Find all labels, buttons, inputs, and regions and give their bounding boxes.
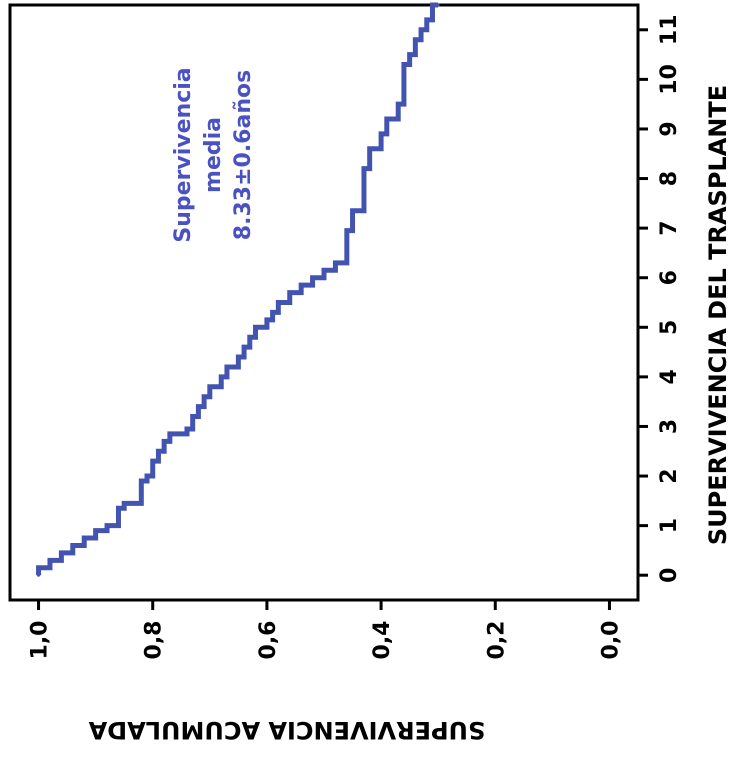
curve-point-32: [322, 276, 326, 280]
x-tick-label-6: 6: [657, 270, 682, 285]
curve-point-20: [219, 385, 223, 389]
curve-point-46: [430, 18, 434, 22]
curve-point-15: [185, 432, 189, 436]
plot-frame: [8, 3, 640, 602]
curve-point-41: [402, 102, 406, 106]
curve-point-13: [162, 449, 166, 453]
annotation-line-1: Supervivencia: [171, 67, 196, 242]
y-tick-label-0: 1,0: [28, 621, 53, 660]
annotation-line-2: media: [201, 117, 226, 193]
curve-point-4: [82, 543, 86, 547]
curve-point-1: [48, 566, 52, 570]
curve-point-42: [408, 63, 412, 66]
x-tick-label-8: 8: [657, 171, 682, 186]
curve-point-45: [425, 28, 429, 32]
curve-point-6: [105, 529, 109, 533]
curve-point-21: [225, 375, 229, 379]
curve-point-44: [419, 38, 423, 42]
curve-point-8: [122, 506, 126, 510]
curve-point-47: [436, 3, 440, 7]
curve-point-22: [236, 365, 240, 369]
y-tick-label-5: 0,0: [598, 621, 623, 660]
x-tick-label-4: 4: [657, 369, 682, 384]
curve-point-28: [276, 310, 280, 314]
curve-point-29: [288, 301, 292, 304]
curve-point-16: [191, 427, 195, 431]
curve-point-34: [345, 261, 349, 265]
curve-point-12: [156, 459, 160, 463]
curve-point-17: [196, 415, 200, 419]
curve-point-27: [271, 318, 275, 322]
x-tick-label-11: 11: [657, 14, 682, 45]
x-tick-label-2: 2: [657, 468, 682, 483]
x-tick-label-0: 0: [657, 568, 682, 583]
curve-point-33: [333, 268, 337, 272]
x-tick-label-7: 7: [657, 220, 682, 235]
x-axis-title: SUPERVIVENCIA DEL TRASPLANTE: [704, 85, 732, 545]
y-tick-label-2: 0,6: [256, 621, 281, 660]
annotation: Supervivencia media 8.33±0.6años: [171, 67, 256, 242]
y-tick-label-3: 0,4: [370, 621, 395, 660]
curve-point-30: [299, 291, 303, 295]
curve-point-14: [168, 439, 172, 443]
x-tick-label-10: 10: [657, 64, 682, 95]
annotation-line-3: 8.33±0.6años: [231, 70, 256, 240]
survival-curve-layer: [36, 2, 440, 577]
curve-point-37: [368, 167, 372, 171]
y-axis-title: SUPERVIVENCIA ACUMULADA: [88, 716, 485, 744]
curve-point-31: [311, 283, 315, 287]
curve-point-38: [379, 147, 383, 151]
y-tick-label-4: 0,2: [484, 621, 509, 660]
curve-point-26: [265, 325, 269, 329]
curve-point-2: [59, 558, 63, 562]
curve-point-19: [208, 395, 212, 399]
curve-point-18: [202, 405, 206, 409]
x-tick-label-5: 5: [657, 320, 682, 335]
curve-point-9: [139, 501, 143, 505]
curve-point-23: [242, 355, 246, 359]
survival-curve: [36, 2, 439, 576]
x-tick-label-9: 9: [657, 121, 682, 136]
curve-point-24: [248, 345, 252, 349]
y-axis: 1,0 0,8 0,6 0,4 0,2 0,0: [28, 600, 623, 660]
x-axis: 0 1 2 3 4 5 6 7 8 9 10 11: [638, 14, 682, 583]
curve-point-43: [413, 53, 417, 57]
curve-point-25: [253, 335, 257, 339]
curve-point-5: [94, 536, 98, 540]
x-tick-label-1: 1: [657, 518, 682, 533]
curve-point-3: [71, 551, 75, 555]
curve-point-10: [145, 479, 149, 483]
curve-point-35: [351, 229, 355, 233]
curve-point-39: [385, 132, 389, 136]
y-tick-label-1: 0,8: [142, 621, 167, 660]
curve-point-11: [151, 474, 155, 478]
curve-point-40: [396, 117, 400, 121]
curve-point-7: [116, 524, 120, 528]
x-tick-label-3: 3: [657, 419, 682, 434]
curve-point-36: [362, 209, 366, 213]
curve-point-0: [37, 573, 41, 577]
